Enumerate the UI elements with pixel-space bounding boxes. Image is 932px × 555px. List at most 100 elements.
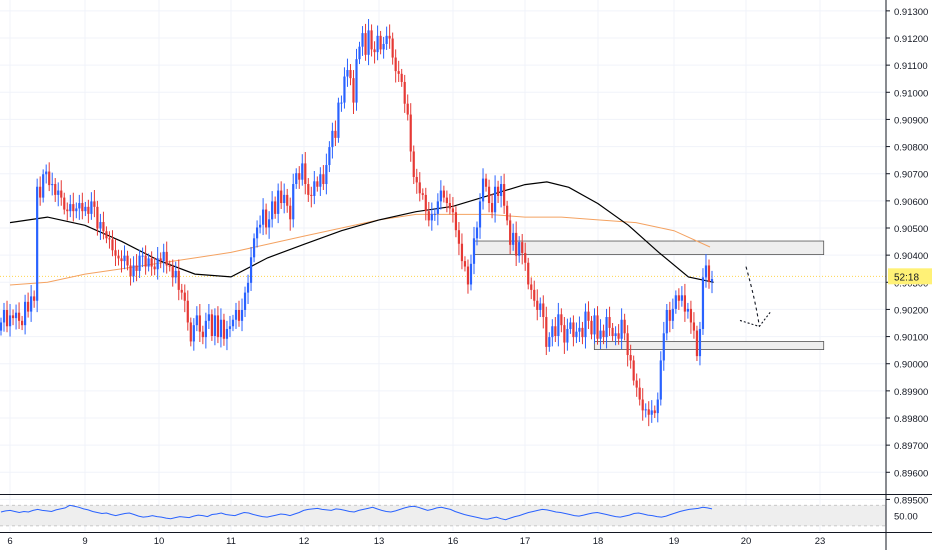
candle-body — [692, 322, 696, 331]
candle-body — [274, 201, 277, 214]
candle-body — [54, 184, 57, 195]
candle-body — [319, 174, 322, 187]
candle-body — [298, 173, 301, 180]
candle-body — [39, 186, 42, 198]
candle-body — [650, 410, 653, 415]
candle-body — [268, 219, 271, 228]
candle-body — [671, 308, 674, 321]
candle-body — [587, 311, 590, 321]
candle-body — [370, 30, 373, 50]
candle-body — [57, 190, 60, 195]
candle-body — [527, 262, 530, 285]
candle-body — [487, 186, 491, 204]
candle-body — [367, 30, 370, 55]
candle-body — [126, 255, 129, 266]
candle-body — [701, 277, 705, 329]
candle-body — [45, 171, 48, 175]
candle-body — [265, 209, 268, 228]
candle-body — [198, 315, 201, 332]
y-tick-label: 0.90800 — [894, 143, 928, 154]
candle-body — [20, 320, 24, 326]
candle-body — [542, 303, 545, 318]
candle-body — [129, 265, 132, 277]
candle-body — [647, 409, 650, 415]
candle-body — [566, 328, 569, 343]
candle-body — [183, 292, 186, 301]
candle-body — [460, 243, 464, 262]
candle-body — [123, 255, 126, 262]
candle-body — [496, 186, 500, 196]
x-tick-label: 12 — [299, 536, 310, 547]
candle-body — [93, 201, 96, 207]
candle-body — [400, 73, 403, 82]
candle-body — [132, 265, 135, 277]
candle-body — [0, 322, 3, 331]
candle-body — [355, 59, 358, 103]
candle-body — [569, 322, 572, 329]
candle-body — [153, 266, 156, 270]
candle-body — [195, 315, 198, 326]
candle-body — [171, 266, 174, 278]
candle-body — [659, 360, 662, 400]
candle-body — [451, 208, 455, 213]
candle-body — [219, 319, 223, 338]
candle-body — [174, 270, 177, 278]
y-tick-label: 0.90200 — [894, 305, 928, 316]
candle-body — [475, 227, 479, 239]
candle-body — [27, 301, 30, 312]
candle-body — [551, 326, 554, 338]
candle-body — [454, 212, 458, 231]
candle-body — [280, 190, 283, 204]
y-tick-label: 0.89600 — [894, 468, 928, 479]
y-tick-label: 0.91300 — [894, 7, 928, 18]
candle-body — [521, 242, 524, 253]
candle-body — [24, 301, 27, 326]
candle-body — [602, 330, 605, 338]
candle-body — [201, 331, 204, 338]
y-tick-label: 0.91000 — [894, 88, 928, 99]
candle-body — [243, 292, 247, 310]
candle-body — [63, 197, 66, 210]
candle-body — [575, 331, 578, 338]
candle-body — [72, 204, 75, 212]
candle-body — [138, 255, 141, 271]
candle-body — [506, 205, 509, 221]
candle-body — [391, 38, 394, 58]
candle-body — [349, 70, 352, 79]
candle-body — [30, 296, 33, 312]
candle-body — [295, 173, 298, 185]
candle-body — [388, 35, 391, 39]
candle-body — [11, 315, 15, 319]
candle-body — [358, 46, 361, 60]
candle-body — [641, 399, 644, 411]
candle-body — [539, 303, 542, 310]
candle-body — [593, 315, 596, 335]
candle-body — [177, 270, 180, 290]
candle-body — [674, 295, 677, 309]
candle-body — [560, 314, 563, 326]
x-tick-label: 23 — [815, 536, 826, 547]
candle-body — [225, 328, 229, 339]
candle-body — [382, 43, 385, 50]
ma-black-line — [9, 181, 714, 283]
forecast-arrow — [739, 266, 771, 328]
candle-body — [554, 326, 557, 337]
candle-body — [117, 255, 120, 259]
indicator-band — [0, 505, 886, 526]
candle-body — [271, 201, 274, 220]
y-tick-label: 0.90900 — [894, 115, 928, 126]
candle-body — [409, 114, 412, 152]
candle-body — [343, 76, 346, 103]
candle-body — [340, 102, 343, 104]
candle-body — [322, 174, 325, 185]
x-tick-label: 18 — [593, 536, 604, 547]
candle-body — [346, 70, 349, 77]
candle-body — [493, 186, 497, 213]
x-tick-label: 20 — [741, 536, 752, 547]
candle-body — [548, 337, 551, 347]
candle-body — [17, 312, 21, 321]
candle-body — [99, 222, 102, 229]
candle-body — [189, 322, 192, 342]
